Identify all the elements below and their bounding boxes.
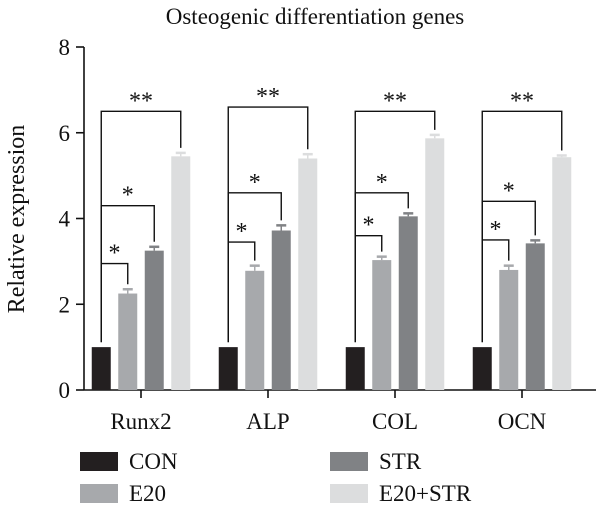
legend-label: E20 <box>129 481 166 506</box>
bar <box>552 157 572 390</box>
bar <box>91 347 111 390</box>
y-tick-label: 8 <box>59 35 71 60</box>
significance-label: * <box>503 178 515 204</box>
bar <box>171 156 191 390</box>
bar <box>144 250 164 390</box>
significance-bracket <box>354 110 436 343</box>
x-tick-label: COL <box>372 409 418 434</box>
legend-label: E20+STR <box>379 481 472 506</box>
significance-label: ** <box>510 88 534 114</box>
bar <box>472 347 492 390</box>
legend-swatch <box>80 484 118 503</box>
bar <box>398 216 418 390</box>
y-tick-label: 0 <box>59 378 71 403</box>
significance-label: * <box>363 213 375 239</box>
significance-label: * <box>236 219 248 245</box>
legend-label: CON <box>129 449 178 474</box>
x-tick-label: Runx2 <box>110 409 171 434</box>
bar <box>271 230 291 390</box>
x-tick-label: OCN <box>498 409 547 434</box>
chart-title: Osteogenic differentiation genes <box>166 4 465 29</box>
significance-label: * <box>122 183 134 209</box>
significance-label: * <box>490 217 502 243</box>
bar <box>499 269 519 390</box>
y-tick-label: 6 <box>59 121 71 146</box>
significance-label: * <box>376 170 388 196</box>
bar <box>425 138 445 390</box>
significance-label: ** <box>256 84 280 110</box>
y-axis-label: Relative expression <box>4 125 30 314</box>
x-tick-label: ALP <box>246 409 289 434</box>
legend-swatch <box>80 452 118 471</box>
significance-label: ** <box>383 88 407 114</box>
legend-label: STR <box>379 449 422 474</box>
y-tick-label: 4 <box>59 207 71 232</box>
bar <box>372 260 392 390</box>
bar <box>245 270 265 390</box>
legend-swatch <box>330 484 368 503</box>
bar <box>118 293 138 390</box>
bar <box>298 158 318 390</box>
significance-label: ** <box>129 88 153 114</box>
significance-label: * <box>109 241 121 267</box>
significance-bracket <box>227 106 309 343</box>
legend: CON STR E20 E20+STR <box>80 449 472 506</box>
y-tick-label: 2 <box>59 292 71 317</box>
significance-bracket <box>100 110 182 343</box>
bar <box>525 243 545 390</box>
legend-swatch <box>330 452 368 471</box>
significance-label: * <box>249 170 261 196</box>
bar <box>345 347 365 390</box>
significance-bracket <box>481 110 563 343</box>
bar <box>218 347 238 390</box>
